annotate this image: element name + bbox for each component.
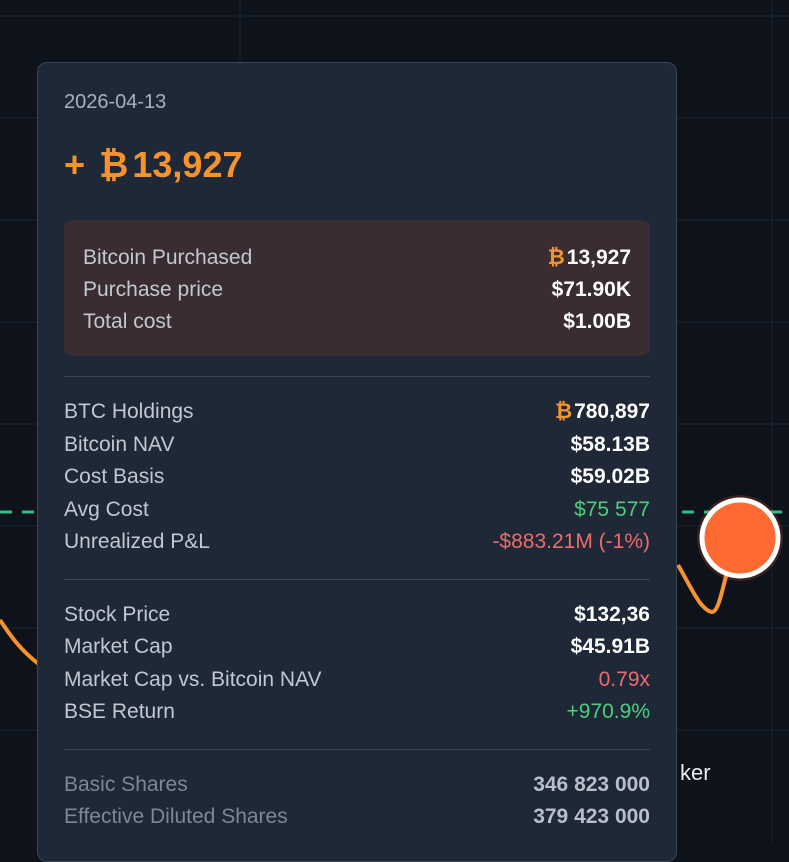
shares-section: Basic Shares 346 823 000 Effective Dilut… xyxy=(64,769,650,834)
row-purchase-price: Purchase price $71.90K xyxy=(83,274,631,306)
divider xyxy=(64,748,650,750)
row-label: Stock Price xyxy=(64,602,171,626)
row-label: Effective Diluted Shares xyxy=(64,805,288,829)
row-label: Purchase price xyxy=(83,278,224,301)
row-value: ₿ 780,897 xyxy=(555,400,650,424)
purchase-tooltip: 2026-04-13 + ₿ 13,927 Bitcoin Purchased … xyxy=(37,62,677,862)
bitcoin-symbol-icon: ₿ xyxy=(554,400,573,424)
background-label-fragment: ker xyxy=(680,760,711,785)
holdings-section: BTC Holdings ₿ 780,897 Bitcoin NAV $58.1… xyxy=(64,396,650,559)
row-value: $58.13B xyxy=(570,432,650,456)
row-value: $132,36 xyxy=(574,602,650,626)
row-label: Cost Basis xyxy=(64,465,165,489)
row-value: $75 577 xyxy=(574,497,650,521)
bitcoin-symbol-icon: ₿ xyxy=(99,144,129,185)
row-value: $1.00B xyxy=(563,310,631,333)
row-bitcoin-purchased: Bitcoin Purchased ₿ 13,927 xyxy=(83,242,631,274)
divider xyxy=(64,578,650,580)
row-label: BTC Holdings xyxy=(64,400,194,424)
row-value: 0.79x xyxy=(598,667,650,691)
row-value: -$883.21M (-1%) xyxy=(492,530,650,554)
row-bitcoin-nav: Bitcoin NAV $58.13B xyxy=(64,429,650,462)
row-value-amount: 780,897 xyxy=(574,400,650,424)
row-btc-holdings: BTC Holdings ₿ 780,897 xyxy=(64,396,650,429)
row-mcap-vs-nav: Market Cap vs. Bitcoin NAV 0.79x xyxy=(64,664,650,697)
current-point-marker xyxy=(699,497,781,579)
row-unrealized-pnl: Unrealized P&L -$883.21M (-1%) xyxy=(64,526,650,559)
row-value: +970.9% xyxy=(566,700,651,724)
tooltip-date: 2026-04-13 xyxy=(64,91,167,113)
bitcoin-symbol-icon: ₿ xyxy=(547,246,565,269)
row-bse-return: BSE Return +970.9% xyxy=(64,696,650,729)
row-label: Basic Shares xyxy=(64,772,188,796)
stock-section: Stock Price $132,36 Market Cap $45.91B M… xyxy=(64,599,650,729)
row-label: Bitcoin NAV xyxy=(64,432,175,456)
price-line-left xyxy=(0,618,42,667)
row-value: $71.90K xyxy=(551,278,631,301)
row-diluted-shares: Effective Diluted Shares 379 423 000 xyxy=(64,801,650,834)
row-value: $59.02B xyxy=(570,465,650,489)
row-value: 346 823 000 xyxy=(533,772,650,796)
row-market-cap: Market Cap $45.91B xyxy=(64,631,650,664)
divider xyxy=(64,376,650,377)
row-label: Market Cap xyxy=(64,635,173,659)
row-label: BSE Return xyxy=(64,700,175,724)
row-value-amount: 13,927 xyxy=(566,246,631,269)
row-total-cost: Total cost $1.00B xyxy=(83,306,631,338)
row-label: Avg Cost xyxy=(64,497,149,521)
row-value: $45.91B xyxy=(570,635,650,659)
purchase-summary-box: Bitcoin Purchased ₿ 13,927 Purchase pric… xyxy=(64,220,650,356)
purchase-amount-headline: + ₿ 13,927 xyxy=(64,143,650,187)
row-value: ₿ 13,927 xyxy=(548,246,631,270)
row-label: Bitcoin Purchased xyxy=(83,246,253,269)
row-label: Unrealized P&L xyxy=(64,530,210,554)
row-cost-basis: Cost Basis $59.02B xyxy=(64,461,650,494)
row-stock-price: Stock Price $132,36 xyxy=(64,599,650,632)
row-label: Total cost xyxy=(83,310,172,333)
row-avg-cost: Avg Cost $75 577 xyxy=(64,494,650,527)
row-basic-shares: Basic Shares 346 823 000 xyxy=(64,769,650,802)
row-value: 379 423 000 xyxy=(533,805,650,829)
headline-amount: 13,927 xyxy=(132,144,243,185)
headline-sign: + xyxy=(64,144,86,185)
row-label: Market Cap vs. Bitcoin NAV xyxy=(64,667,322,691)
